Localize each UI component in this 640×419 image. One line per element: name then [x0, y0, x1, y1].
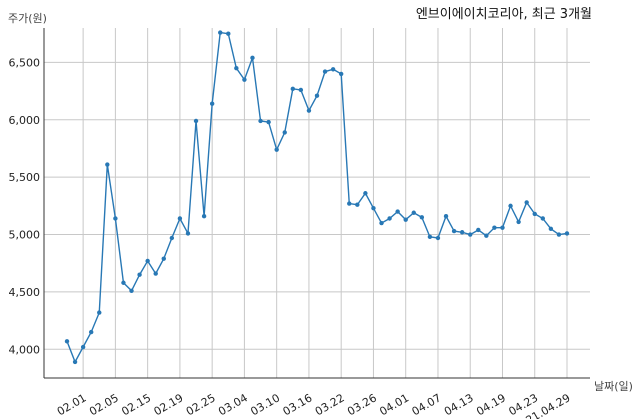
data-point — [274, 147, 279, 152]
data-point — [282, 130, 287, 135]
data-point — [113, 216, 118, 221]
y-axis-title: 주가(원) — [8, 12, 47, 25]
data-point — [330, 67, 336, 72]
data-point — [185, 231, 191, 236]
data-point — [97, 310, 102, 315]
data-point — [137, 272, 142, 277]
data-point — [201, 214, 207, 219]
data-point — [209, 101, 215, 106]
x-tick-label: 03.22 — [313, 391, 347, 418]
y-tick-labels: 4,000 4,500 5,000 5,500 6,000 6,500 — [9, 56, 41, 356]
y-tick-label: 4,000 — [9, 343, 41, 356]
data-point — [556, 232, 562, 237]
data-point — [395, 209, 400, 214]
y-gridlines — [44, 61, 590, 350]
data-point — [129, 288, 134, 293]
data-point — [258, 118, 263, 124]
data-point — [451, 228, 457, 234]
data-point — [226, 31, 231, 36]
data-point — [314, 93, 320, 98]
data-point — [484, 233, 489, 238]
data-point — [88, 329, 94, 335]
data-point — [459, 230, 465, 235]
data-point — [355, 202, 360, 207]
data-point — [169, 235, 175, 241]
data-point — [242, 77, 247, 82]
x-tick-label: 03.04 — [216, 391, 250, 418]
data-point — [72, 359, 78, 365]
data-point — [177, 216, 183, 221]
x-axis-title: 날짜(일) — [594, 379, 633, 393]
data-point — [266, 119, 271, 125]
data-point — [516, 219, 521, 225]
x-tick-label: 02.19 — [152, 391, 186, 418]
data-point — [540, 216, 546, 221]
data-point — [411, 210, 416, 215]
data-point — [145, 258, 150, 264]
price-line — [66, 31, 568, 364]
data-point — [105, 162, 110, 167]
data-point — [500, 225, 505, 230]
data-point — [218, 30, 223, 35]
data-point — [524, 200, 529, 205]
data-point — [379, 220, 384, 226]
data-point — [363, 191, 368, 196]
chart-title: 엔브이에이치코리아, 최근 3개월 — [416, 7, 592, 22]
data-point — [403, 217, 408, 222]
data-point — [468, 232, 473, 237]
data-point — [371, 205, 376, 211]
data-point — [306, 108, 312, 113]
x-tick-label: 02.25 — [184, 391, 218, 418]
data-point — [290, 86, 296, 92]
x-tick-label: 03.16 — [281, 391, 315, 418]
data-point — [80, 344, 86, 350]
data-point — [548, 226, 554, 232]
x-tick-label: 02.01 — [55, 391, 89, 418]
x-tick-label: 03.10 — [248, 391, 282, 418]
data-point — [234, 65, 239, 71]
y-tick-label: 6,000 — [9, 114, 41, 127]
data-point — [347, 201, 352, 206]
x-tick-label: 03.26 — [345, 391, 379, 418]
data-point — [387, 216, 392, 221]
data-point — [476, 227, 481, 233]
data-point — [338, 71, 344, 77]
x-tick-label: 04.19 — [474, 391, 508, 418]
y-tick-label: 4,500 — [9, 286, 41, 299]
data-point — [564, 231, 570, 236]
y-tick-label: 5,000 — [9, 229, 41, 242]
data-point — [250, 55, 255, 61]
x-tick-label: 04.13 — [442, 391, 476, 418]
price-points — [64, 30, 570, 365]
data-point — [435, 235, 441, 241]
x-tick-labels: 02.0102.0502.1502.1902.2503.0403.1003.16… — [55, 391, 573, 419]
y-tick-label: 6,500 — [9, 56, 41, 69]
data-point — [419, 215, 425, 220]
data-point — [508, 203, 513, 209]
data-point — [427, 234, 433, 240]
data-point — [492, 225, 497, 230]
x-tick-label: 02.15 — [119, 391, 153, 418]
data-point — [153, 271, 158, 276]
data-point — [443, 214, 449, 219]
data-point — [322, 69, 328, 74]
x-tick-label: 02.05 — [87, 391, 121, 418]
data-point — [193, 118, 199, 124]
data-point — [64, 339, 70, 344]
x-tick-label: 04.07 — [410, 391, 444, 418]
data-point — [161, 256, 166, 261]
data-point — [532, 211, 537, 217]
x-tick-label: 04.01 — [377, 391, 411, 418]
data-point — [121, 280, 126, 285]
x-gridlines — [82, 28, 568, 378]
y-tick-label: 5,500 — [9, 171, 41, 184]
data-point — [298, 87, 304, 93]
